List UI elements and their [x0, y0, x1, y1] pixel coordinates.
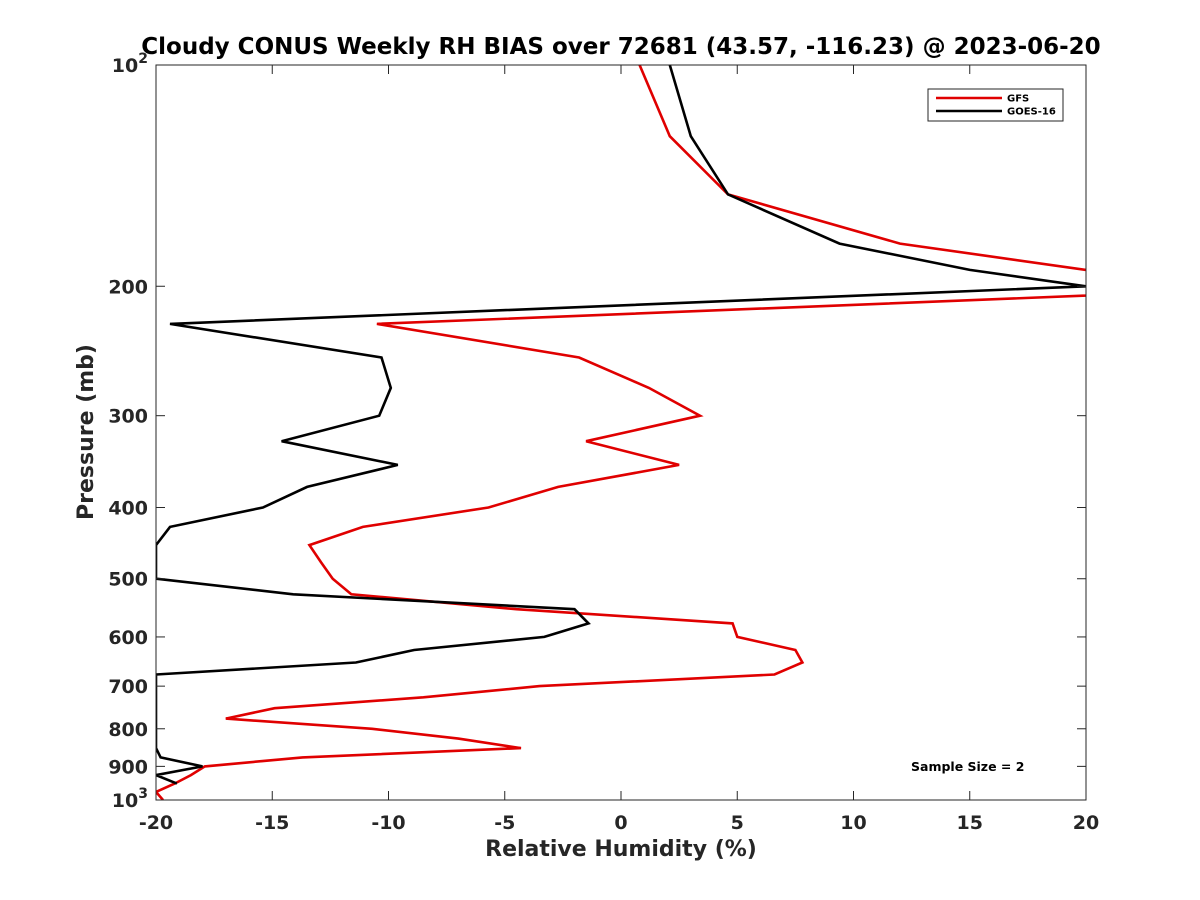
legend: GFS GOES-16 — [927, 88, 1064, 122]
x-tick-label: -20 — [139, 812, 173, 834]
y-tick-label: 600 — [108, 627, 148, 649]
x-tick-label: -15 — [255, 812, 289, 834]
plot-area: -20 -15 -10 -5 0 5 10 15 20 102 200 300 400 500 600 70… — [108, 51, 1099, 834]
y-tick-label: 700 — [108, 676, 148, 698]
legend-label-gfs: GFS — [1007, 94, 1029, 105]
x-axis: -20 -15 -10 -5 0 5 10 15 20 — [139, 65, 1099, 834]
y-tick-label: 102 — [112, 51, 148, 77]
x-tick-label: 15 — [957, 812, 983, 834]
x-tick-label: 0 — [614, 812, 627, 834]
sample-size-annotation: Sample Size = 2 — [911, 759, 1024, 774]
y-tick-label: 500 — [108, 569, 148, 591]
x-tick-label: 10 — [840, 812, 866, 834]
x-tick-label: -5 — [494, 812, 515, 834]
axes-frame — [155, 64, 1087, 801]
y-tick-label: 200 — [108, 276, 148, 298]
y-tick-label: 900 — [108, 756, 148, 778]
y-axis-label: Pressure (mb) — [74, 344, 99, 520]
legend-label-goes-16: GOES-16 — [1007, 107, 1056, 118]
y-tick-label: 103 — [112, 786, 148, 812]
y-tick-label: 300 — [108, 406, 148, 428]
x-tick-label: 20 — [1073, 812, 1099, 834]
x-tick-label: -10 — [371, 812, 405, 834]
y-tick-label: 800 — [108, 719, 148, 741]
legend-box — [927, 88, 1064, 122]
x-tick-label: 5 — [731, 812, 744, 834]
chart-title: Cloudy CONUS Weekly RH BIAS over 72681 (… — [141, 34, 1100, 60]
y-axis: 102 200 300 400 500 600 700 800 900 103 — [108, 51, 1086, 812]
y-tick-label: 400 — [108, 498, 148, 520]
x-axis-label: Relative Humidity (%) — [485, 837, 757, 862]
series-line-goes-16 — [156, 65, 1086, 785]
